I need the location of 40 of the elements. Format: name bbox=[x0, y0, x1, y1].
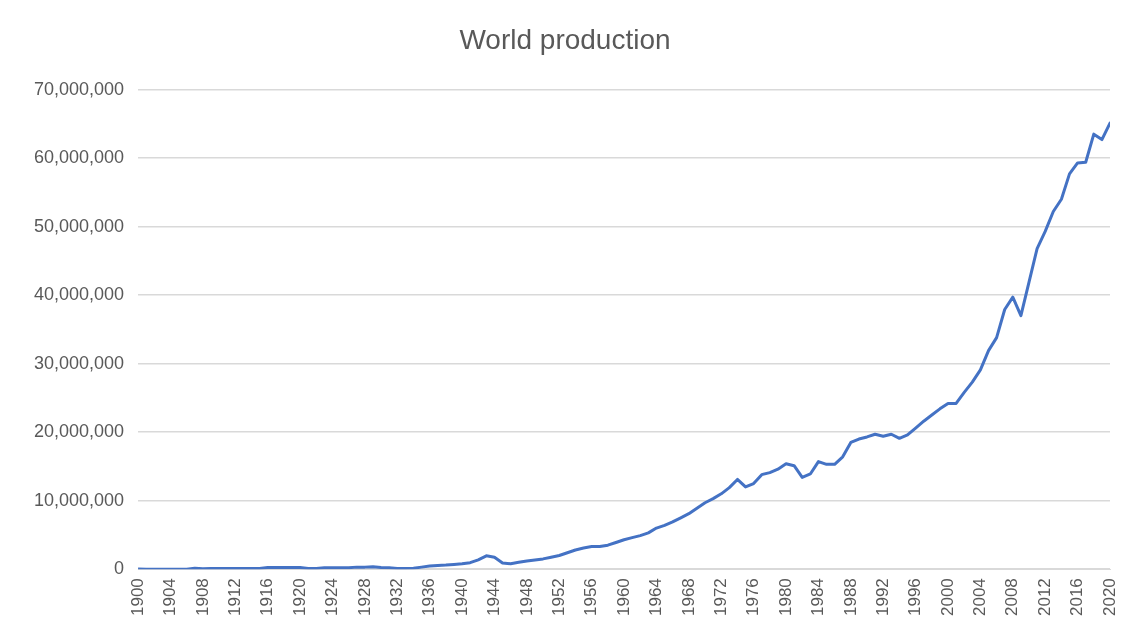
x-tick-label: 1920 bbox=[289, 578, 309, 617]
x-tick-label: 2012 bbox=[1034, 578, 1054, 617]
x-tick-label: 2016 bbox=[1067, 578, 1087, 617]
x-tick-label: 1940 bbox=[451, 578, 471, 617]
x-tick-label: 1968 bbox=[678, 578, 698, 617]
x-tick-label: 1924 bbox=[322, 578, 342, 617]
x-tick-label: 1932 bbox=[386, 578, 406, 617]
x-tick-label: 2000 bbox=[937, 578, 957, 617]
x-tick-label: 1948 bbox=[516, 578, 536, 617]
x-tick-label: 1960 bbox=[613, 578, 633, 617]
x-tick-label: 2004 bbox=[970, 578, 990, 617]
x-tick-label: 2020 bbox=[1099, 578, 1119, 617]
y-tick-label: 60,000,000 bbox=[33, 147, 125, 168]
x-tick-label: 1976 bbox=[743, 578, 763, 617]
y-tick-label: 40,000,000 bbox=[33, 284, 125, 305]
x-tick-label: 1996 bbox=[905, 578, 925, 617]
y-tick-label: 10,000,000 bbox=[33, 489, 125, 510]
x-tick-label: 1984 bbox=[808, 578, 828, 617]
x-tick-label: 1944 bbox=[484, 578, 504, 617]
y-tick-label: 70,000,000 bbox=[33, 78, 125, 99]
chart-title: World production bbox=[459, 23, 671, 55]
x-tick-label: 1952 bbox=[548, 578, 568, 617]
x-tick-label: 1916 bbox=[257, 578, 277, 617]
y-tick-label: 20,000,000 bbox=[33, 421, 125, 442]
y-tick-label: 30,000,000 bbox=[33, 352, 125, 373]
x-tick-label: 1912 bbox=[224, 578, 244, 617]
x-tick-label: 1936 bbox=[419, 578, 439, 617]
x-tick-label: 1980 bbox=[775, 578, 795, 617]
x-tick-label: 1928 bbox=[354, 578, 374, 617]
y-tick-label: 0 bbox=[114, 558, 125, 579]
x-tick-label: 1956 bbox=[581, 578, 601, 617]
x-tick-label: 1964 bbox=[646, 578, 666, 617]
x-tick-label: 1992 bbox=[872, 578, 892, 617]
x-tick-label: 2008 bbox=[1002, 578, 1022, 617]
x-tick-label: 1904 bbox=[160, 578, 180, 617]
x-tick-label: 1900 bbox=[127, 578, 147, 617]
x-tick-label: 1972 bbox=[710, 578, 730, 617]
y-tick-label: 50,000,000 bbox=[33, 215, 125, 236]
x-tick-label: 1908 bbox=[192, 578, 212, 617]
x-tick-label: 1988 bbox=[840, 578, 860, 617]
